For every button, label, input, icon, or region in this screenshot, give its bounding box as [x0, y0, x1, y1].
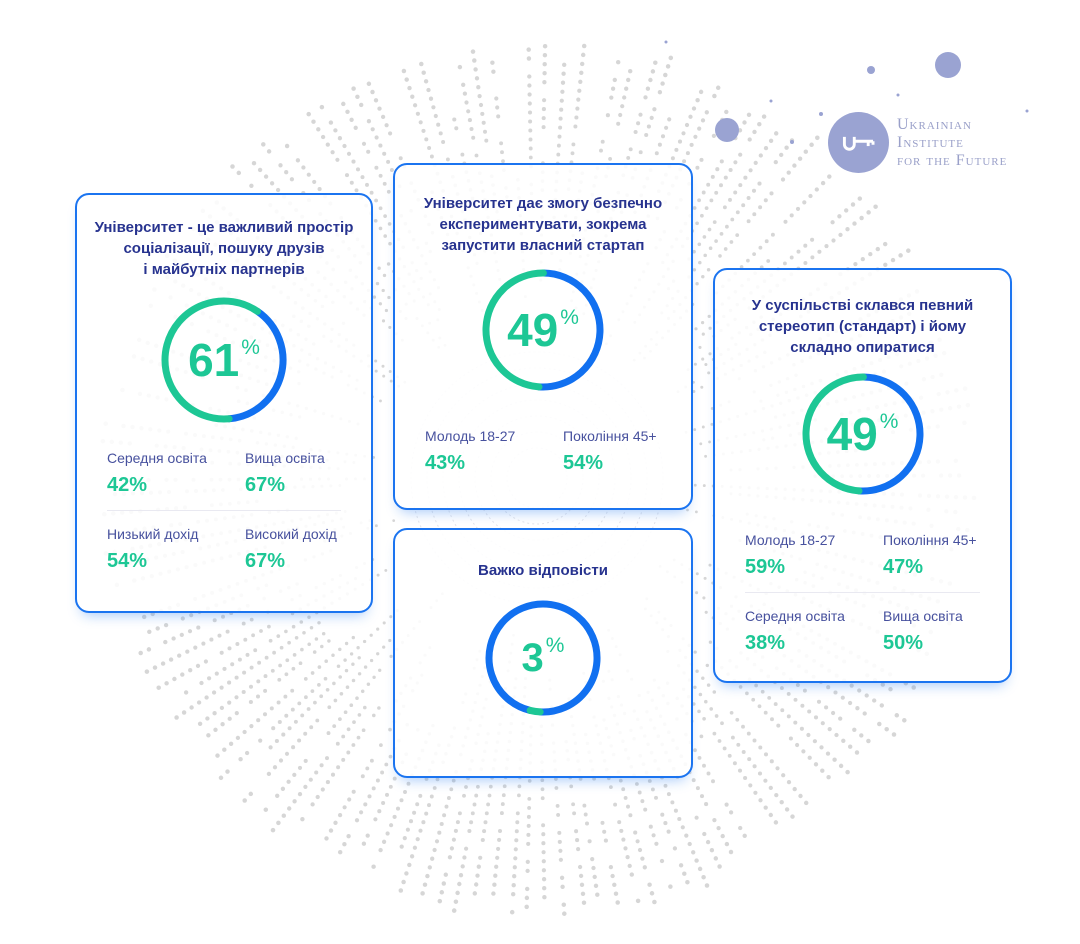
stat-label: Вища освіта — [245, 450, 325, 466]
stat-label: Вища освіта — [883, 608, 963, 624]
survey-card-experiment: Університет дає змогу безпечно експериме… — [393, 163, 693, 510]
stat-label: Середня освіта — [745, 608, 845, 624]
decor-circle — [769, 99, 773, 103]
stat-value: 47% — [883, 556, 924, 578]
stat-label: Молодь 18-27 — [745, 532, 836, 548]
decor-circle — [664, 40, 668, 44]
card-title: Університет дає змогу безпечно експериме… — [423, 195, 663, 254]
stat-value: 42% — [107, 474, 148, 496]
stat-divider — [745, 592, 980, 593]
decor-circle — [867, 66, 875, 74]
card-title: Важко відповісти — [478, 562, 608, 579]
percent-sign: % — [879, 409, 899, 433]
donut-chart: 61 % — [160, 296, 288, 424]
decor-circle — [715, 118, 739, 142]
stat-item: Покоління 45+ 54% — [563, 428, 661, 475]
stat-label: Середня освіта — [107, 450, 207, 466]
percent-sign: % — [545, 633, 565, 657]
donut-value: 49 — [826, 408, 878, 460]
stat-item: Вища освіта 67% — [245, 450, 341, 497]
logo-line: Institute — [897, 133, 964, 151]
percent-sign: % — [560, 305, 579, 329]
logo-mark — [828, 112, 889, 173]
donut-chart: 49 % — [481, 268, 605, 392]
donut-center-value: 61 % — [160, 296, 288, 424]
survey-card-socialization: Університет - це важливий простір соціал… — [75, 193, 373, 613]
stat-label: Покоління 45+ — [883, 532, 977, 548]
decor-circle — [790, 140, 794, 144]
stat-item: Покоління 45+ 47% — [883, 532, 980, 579]
stat-value: 54% — [563, 452, 604, 474]
logo-line: for the Future — [897, 151, 1008, 169]
stat-value: 67% — [245, 550, 286, 572]
decor-circle — [819, 112, 823, 116]
stat-item: Молодь 18-27 43% — [425, 428, 563, 475]
stat-label: Покоління 45+ — [563, 428, 657, 444]
survey-card-stereotype: У суспільстві склався певний стереотип (… — [713, 268, 1012, 683]
donut-chart: 49 % — [801, 372, 925, 496]
stat-value: 50% — [883, 632, 924, 654]
percent-sign: % — [241, 335, 260, 359]
donut-chart: 3 % — [484, 599, 602, 717]
stats-grid: Молодь 18-27 43% Покоління 45+ 54% — [395, 428, 691, 475]
stat-item: Середня освіта 38% — [745, 608, 883, 655]
donut-value: 49 — [507, 304, 559, 356]
decor-circle — [1025, 109, 1029, 113]
card-title: Університет - це важливий простір соціал… — [94, 219, 354, 278]
stat-value: 43% — [425, 452, 466, 474]
stat-item: Низький дохід 54% — [107, 526, 245, 573]
stat-item: Вища освіта 50% — [883, 608, 980, 655]
stats-grid: Молодь 18-27 59% Покоління 45+ 47% Серед… — [715, 532, 1010, 655]
donut-value: 61 — [188, 334, 240, 386]
survey-card-hard-to-answer: Важко відповісти 3 % — [393, 528, 693, 778]
stat-label: Молодь 18-27 — [425, 428, 516, 444]
logo: Ukrainian Institute for the Future — [828, 112, 1007, 173]
logo-text: Ukrainian Institute for the Future — [897, 116, 1007, 170]
card-title: У суспільстві склався певний стереотип (… — [751, 297, 974, 356]
logo-line: Ukrainian — [897, 115, 972, 133]
stats-grid: Середня освіта 42% Вища освіта 67% Низьк… — [77, 450, 371, 573]
donut-center-value: 49 % — [481, 268, 605, 392]
decor-circle — [896, 93, 900, 97]
stat-value: 38% — [745, 632, 786, 654]
stat-label: Низький дохід — [107, 526, 199, 542]
donut-value: 3 — [521, 636, 544, 680]
stat-value: 67% — [245, 474, 286, 496]
stat-item: Високий дохід 67% — [245, 526, 341, 573]
stat-value: 54% — [107, 550, 148, 572]
stat-item: Середня освіта 42% — [107, 450, 245, 497]
stat-divider — [107, 510, 341, 511]
key-icon — [842, 136, 875, 151]
stat-label: Високий дохід — [245, 526, 337, 542]
stat-value: 59% — [745, 556, 786, 578]
stat-item: Молодь 18-27 59% — [745, 532, 883, 579]
decor-circle — [935, 52, 961, 78]
donut-center-value: 49 % — [801, 372, 925, 496]
donut-center-value: 3 % — [484, 599, 602, 717]
